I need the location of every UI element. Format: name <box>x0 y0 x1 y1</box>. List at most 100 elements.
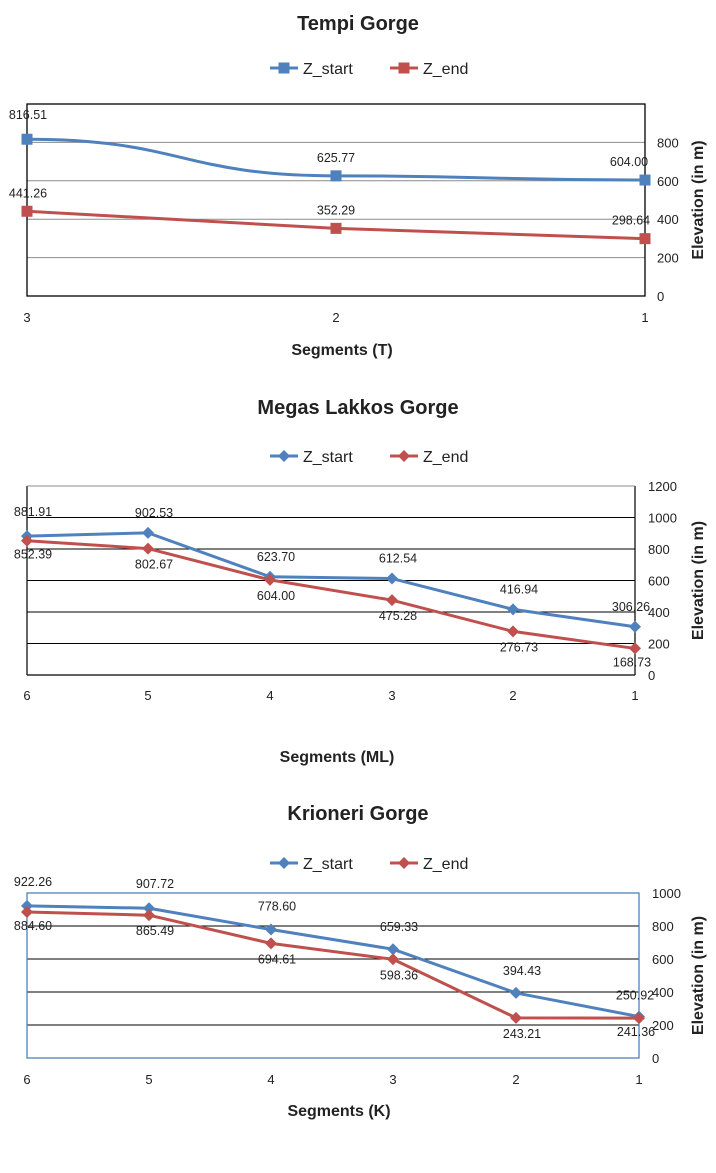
data-point <box>330 170 342 182</box>
data-point <box>330 222 342 234</box>
data-label: 816.51 <box>9 108 47 122</box>
x-tick-label: 3 <box>388 688 395 703</box>
data-point <box>142 542 154 555</box>
data-point <box>510 1011 522 1024</box>
data-label: 416.94 <box>500 582 538 596</box>
data-point <box>507 603 519 616</box>
data-point <box>629 620 641 633</box>
series-line <box>26 539 636 650</box>
legend-marker <box>278 62 290 74</box>
data-label: 241.36 <box>617 1025 655 1039</box>
legend-item: Z_end <box>390 449 468 466</box>
data-point <box>639 174 651 186</box>
data-point <box>507 625 519 638</box>
y-tick-label: 1000 <box>652 886 681 901</box>
y-tick-label: 0 <box>648 668 655 683</box>
x-tick-label: 3 <box>389 1072 396 1087</box>
data-label: 306.26 <box>612 600 650 614</box>
data-point <box>21 906 33 919</box>
data-label: 907.72 <box>136 877 174 891</box>
data-point <box>386 594 398 607</box>
series-z-end: 852.39 802.67 604.00 475.28 276.73 168.73 <box>14 534 651 669</box>
y-tick-label: 1000 <box>648 511 677 526</box>
chart-3: Krioneri Gorge Z_start Z_end 0 200 400 600 800 1… <box>14 803 707 1120</box>
data-point <box>21 534 33 547</box>
data-point <box>21 899 33 912</box>
x-tick-label: 1 <box>635 1072 642 1087</box>
data-label: 922.26 <box>14 875 52 889</box>
data-label: 625.77 <box>317 151 355 165</box>
legend-label: Z_end <box>423 61 468 78</box>
plot-border <box>26 103 646 297</box>
legend-marker <box>278 857 290 869</box>
y-tick-label: 1200 <box>648 479 677 494</box>
chart-1: Tempi Gorge Z_start Z_end 0 200 400 600 800 3 2 1 S… <box>9 13 707 359</box>
y-tick-label: 600 <box>652 952 674 967</box>
x-axis-title: Segments (K) <box>287 1103 390 1120</box>
data-label: 475.28 <box>379 609 417 623</box>
y-tick-label: 600 <box>657 174 679 189</box>
y-tick-label: 200 <box>648 637 670 652</box>
legend-label: Z_end <box>423 856 468 873</box>
data-point <box>633 1012 645 1025</box>
x-tick-label: 2 <box>332 310 339 325</box>
data-point <box>510 986 522 999</box>
plot-border <box>26 892 640 1059</box>
data-label: 881.91 <box>14 505 52 519</box>
legend-item: Z_end <box>390 61 468 78</box>
data-label: 659.33 <box>380 920 418 934</box>
data-label: 612.54 <box>379 552 417 566</box>
data-point <box>639 233 651 245</box>
x-axis-title: Segments (ML) <box>280 749 395 766</box>
x-tick-label: 5 <box>144 688 151 703</box>
data-label: 441.26 <box>9 186 47 200</box>
y-tick-label: 800 <box>657 135 679 150</box>
data-label: 604.00 <box>610 155 648 169</box>
legend-marker <box>398 62 410 74</box>
data-point <box>265 923 277 936</box>
data-label: 276.73 <box>500 640 538 654</box>
data-point <box>21 133 33 145</box>
legend-marker <box>398 857 410 869</box>
data-label: 604.00 <box>257 589 295 603</box>
legend-label: Z_end <box>423 449 468 466</box>
series-line <box>26 531 636 629</box>
data-label: 168.73 <box>613 655 651 669</box>
data-label: 902.53 <box>135 506 173 520</box>
data-label: 865.49 <box>136 924 174 938</box>
chart-title: Krioneri Gorge <box>287 803 428 825</box>
series-line <box>26 904 640 1019</box>
data-label: 694.61 <box>258 952 296 966</box>
series-line <box>26 910 640 1020</box>
x-tick-label: 5 <box>145 1072 152 1087</box>
legend-item: Z_start <box>270 61 353 78</box>
x-tick-label: 4 <box>267 1072 274 1087</box>
data-label: 802.67 <box>135 558 173 572</box>
data-point <box>629 642 641 655</box>
legend-item: Z_end <box>390 856 468 873</box>
x-axis-title: Segments (T) <box>291 342 392 359</box>
data-label: 298.64 <box>612 214 650 228</box>
y-tick-label: 600 <box>648 574 670 589</box>
y-tick-label: 800 <box>652 919 674 934</box>
legend-marker <box>278 450 290 462</box>
data-label: 623.70 <box>257 550 295 564</box>
legend-item: Z_start <box>270 449 353 466</box>
x-tick-label: 1 <box>641 310 648 325</box>
data-label: 778.60 <box>258 900 296 914</box>
x-tick-label: 2 <box>509 688 516 703</box>
y-tick-label: 0 <box>652 1051 659 1066</box>
data-label: 352.29 <box>317 203 355 217</box>
x-tick-label: 4 <box>266 688 273 703</box>
y-tick-label: 400 <box>657 212 679 227</box>
y-tick-label: 400 <box>648 605 670 620</box>
data-label: 884.60 <box>14 919 52 933</box>
y-tick-label: 200 <box>657 251 679 266</box>
data-point <box>143 909 155 922</box>
series-z-end: 884.60 865.49 694.61 598.36 243.21 241.36 <box>14 906 655 1041</box>
y-tick-label: 400 <box>652 985 674 1000</box>
data-label: 598.36 <box>380 968 418 982</box>
y-axis-title: Elevation (in m) <box>690 916 707 1035</box>
series-z-start: 922.26 907.72 778.60 659.33 394.43 250.92 <box>14 875 654 1023</box>
